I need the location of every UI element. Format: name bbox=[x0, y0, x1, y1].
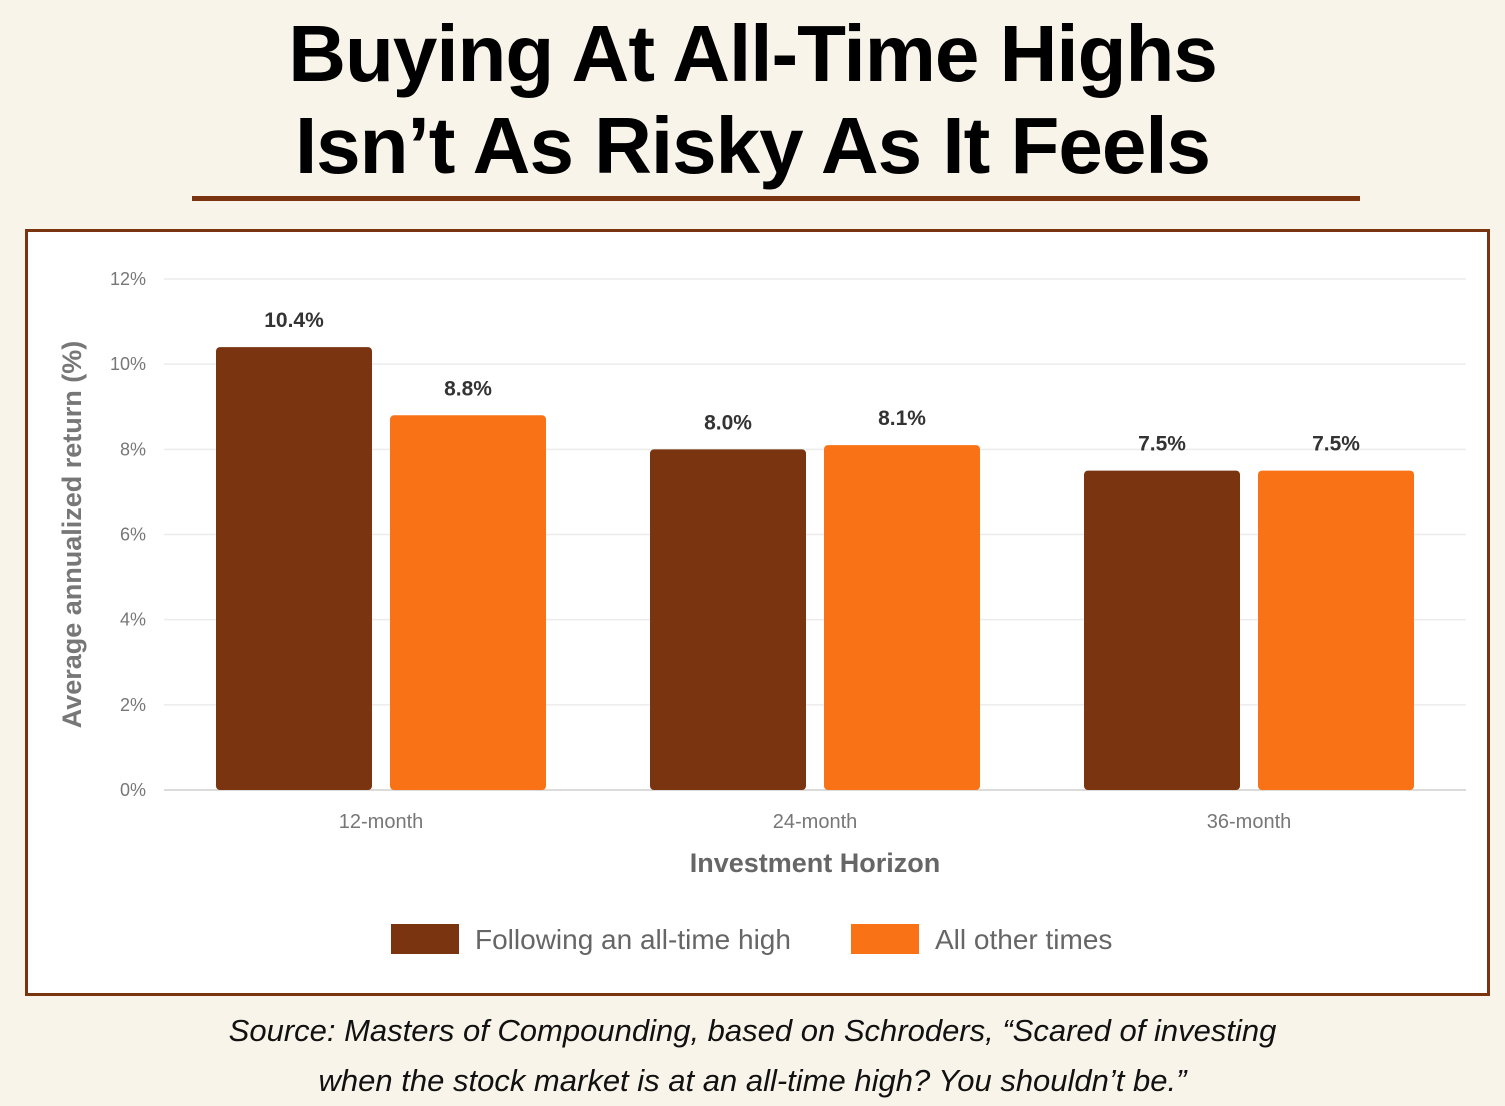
title-underline bbox=[192, 196, 1360, 201]
data-label: 8.0% bbox=[704, 411, 752, 434]
x-axis-label: Investment Horizon bbox=[690, 848, 941, 878]
legend-swatch bbox=[391, 924, 459, 954]
x-tick-label: 36-month bbox=[1207, 811, 1292, 833]
source-line-1: Source: Masters of Compounding, based on… bbox=[228, 1013, 1277, 1048]
data-label: 10.4% bbox=[264, 309, 324, 332]
legend-swatch bbox=[851, 924, 919, 954]
chart-panel: 0% 2% 4% 6% 8% 10% 12% Average annualized retur… bbox=[25, 229, 1490, 996]
y-tick-label: 4% bbox=[120, 610, 146, 630]
bar bbox=[1258, 470, 1414, 790]
x-tick-label: 24-month bbox=[773, 811, 858, 833]
y-tick-label: 8% bbox=[120, 439, 146, 459]
bar bbox=[1084, 470, 1240, 790]
y-tick-label: 0% bbox=[120, 780, 146, 800]
y-tick-label: 2% bbox=[120, 695, 146, 715]
y-tick-label: 10% bbox=[110, 354, 146, 374]
source-note: Source: Masters of Compounding, based on… bbox=[0, 1006, 1505, 1106]
legend-label: All other times bbox=[935, 924, 1112, 955]
y-tick-label: 6% bbox=[120, 525, 146, 545]
title-line-1: Buying At All-Time Highs bbox=[288, 9, 1218, 98]
bar bbox=[390, 415, 546, 790]
data-label: 8.1% bbox=[878, 407, 926, 430]
chart-title: Buying At All-Time Highs Isn’t As Risky … bbox=[0, 8, 1505, 192]
bar bbox=[650, 449, 806, 790]
data-label: 7.5% bbox=[1138, 433, 1186, 456]
y-tick-label: 12% bbox=[110, 269, 146, 289]
data-label: 7.5% bbox=[1312, 433, 1360, 456]
source-line-2: when the stock market is at an all-time … bbox=[318, 1063, 1187, 1098]
bar-chart: 0% 2% 4% 6% 8% 10% 12% Average annualized retur… bbox=[57, 269, 1466, 955]
bar bbox=[824, 445, 980, 790]
x-tick-label: 12-month bbox=[339, 811, 424, 833]
legend-label: Following an all-time high bbox=[475, 924, 791, 955]
data-label: 8.8% bbox=[444, 377, 492, 400]
bar bbox=[216, 347, 372, 790]
y-axis-label: Average annualized return (%) bbox=[57, 341, 87, 729]
title-line-2: Isn’t As Risky As It Feels bbox=[294, 101, 1211, 190]
